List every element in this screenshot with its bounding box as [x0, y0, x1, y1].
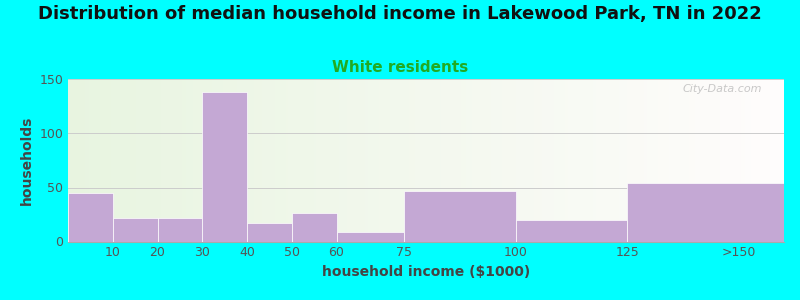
Bar [337, 232, 404, 242]
Bar [247, 223, 292, 242]
Bar [68, 193, 113, 242]
Bar [158, 218, 202, 242]
Bar [404, 191, 515, 242]
Text: Distribution of median household income in Lakewood Park, TN in 2022: Distribution of median household income … [38, 4, 762, 22]
Bar [292, 213, 337, 242]
X-axis label: household income ($1000): household income ($1000) [322, 265, 530, 279]
Bar [515, 220, 627, 242]
Bar [202, 92, 247, 242]
Text: City-Data.com: City-Data.com [683, 84, 762, 94]
Bar [113, 218, 158, 242]
Y-axis label: households: households [20, 116, 34, 205]
Bar [627, 183, 784, 242]
Text: White residents: White residents [332, 60, 468, 75]
